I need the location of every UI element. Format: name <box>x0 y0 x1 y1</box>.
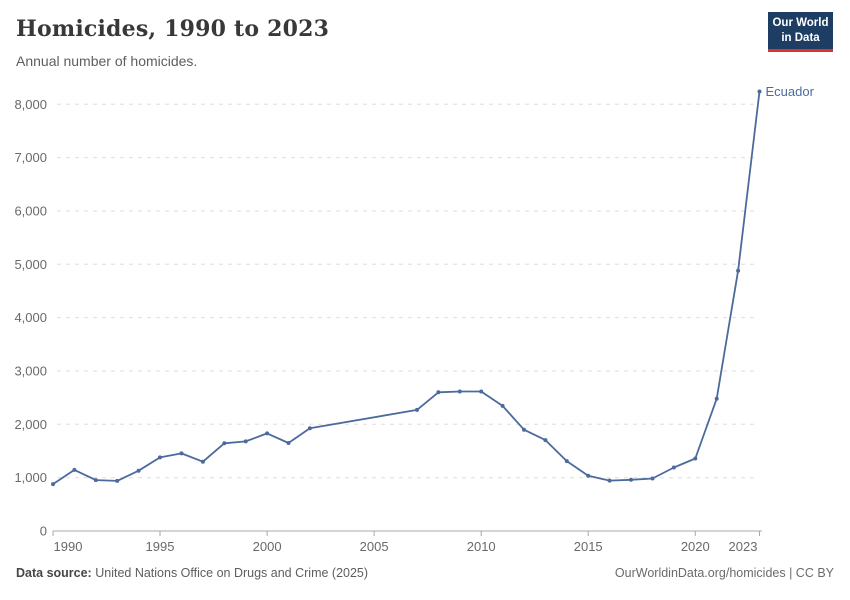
svg-text:0: 0 <box>40 524 47 539</box>
svg-text:8,000: 8,000 <box>14 97 47 112</box>
svg-text:4,000: 4,000 <box>14 310 47 325</box>
svg-text:1995: 1995 <box>146 539 175 554</box>
data-source: Data source: United Nations Office on Dr… <box>16 566 368 580</box>
svg-text:2000: 2000 <box>253 539 282 554</box>
data-source-label: Data source: <box>16 566 92 580</box>
data-source-text: United Nations Office on Drugs and Crime… <box>95 566 369 580</box>
svg-text:1,000: 1,000 <box>14 470 47 485</box>
owid-logo: Our World in Data <box>768 12 833 52</box>
svg-text:2005: 2005 <box>360 539 389 554</box>
chart-subtitle: Annual number of homicides. <box>16 53 198 69</box>
logo-line2: in Data <box>781 31 820 44</box>
svg-text:7,000: 7,000 <box>14 150 47 165</box>
svg-text:2023: 2023 <box>729 539 758 554</box>
attribution-link[interactable]: OurWorldinData.org/homicides | CC BY <box>614 566 834 580</box>
svg-text:2015: 2015 <box>574 539 603 554</box>
svg-text:6,000: 6,000 <box>14 204 47 219</box>
svg-text:1990: 1990 <box>54 539 83 554</box>
chart-title: Homicides, 1990 to 2023 <box>16 16 330 42</box>
logo-line1: Our World <box>772 17 829 30</box>
svg-text:2020: 2020 <box>681 539 710 554</box>
chart-footer: Data source: United Nations Office on Dr… <box>16 566 834 580</box>
svg-text:3,000: 3,000 <box>14 364 47 379</box>
svg-text:2010: 2010 <box>467 539 496 554</box>
svg-text:Ecuador: Ecuador <box>766 84 815 99</box>
svg-text:2,000: 2,000 <box>14 417 47 432</box>
svg-text:5,000: 5,000 <box>14 257 47 272</box>
